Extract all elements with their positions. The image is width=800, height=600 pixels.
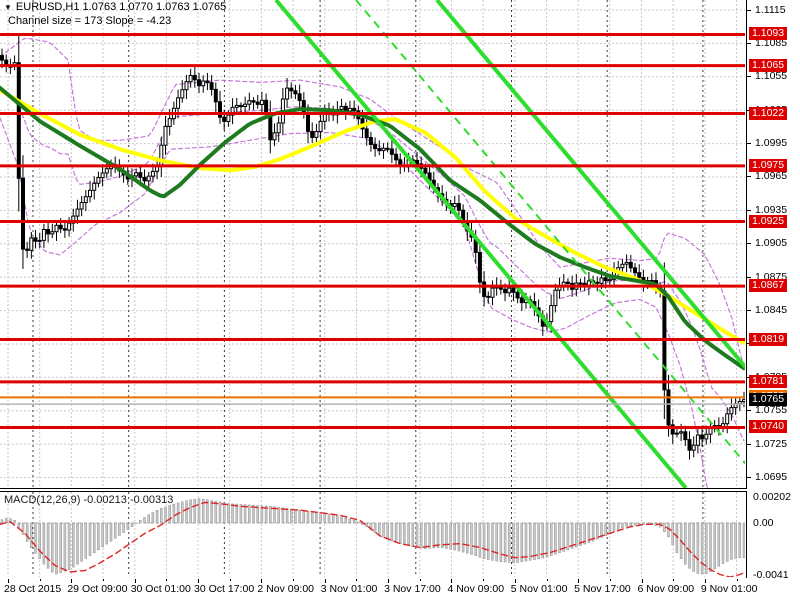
price-axis-tick [747, 76, 751, 78]
level-price-label: 1.1093 [749, 27, 788, 41]
time-axis[interactable]: 28 Oct 2015 29 Oct 09:00 30 Oct 01:00 30 Oc… [0, 579, 800, 600]
time-axis-minor-tick [103, 579, 105, 581]
time-tick-label: 5 Nov 17:00 [574, 583, 631, 595]
price-axis[interactable]: 1.11151.10851.10551.10251.09951.09651.09… [746, 0, 800, 489]
level-price-label: 1.1065 [749, 58, 788, 72]
price-tick-label: 1.0725 [755, 437, 788, 450]
time-axis-minor-tick [356, 579, 358, 581]
time-axis-minor-tick [609, 579, 611, 581]
level-price-label: 1.0740 [749, 420, 788, 434]
time-tick-label: 3 Nov 01:00 [320, 583, 378, 595]
price-tick-label: 1.0695 [755, 471, 788, 484]
price-axis-tick [747, 310, 751, 312]
time-axis-minor-tick [166, 579, 168, 581]
time-tick-label: 9 Nov 01:00 [700, 583, 758, 595]
level-price-label: 1.0867 [749, 279, 788, 293]
level-price-label: 1.0781 [749, 374, 788, 388]
time-axis-minor-tick [39, 579, 41, 581]
price-tick-label: 1.0845 [755, 304, 788, 317]
time-axis-minor-tick [293, 579, 295, 581]
price-axis-tick [747, 410, 751, 412]
price-tick-label: 1.0755 [755, 404, 788, 417]
time-axis-tick [641, 579, 643, 583]
price-axis-tick [747, 276, 751, 278]
chart-title-row: ▼ EURUSD,H1 1.0763 1.0770 1.0763 1.0765 [4, 1, 226, 13]
time-tick-label: 30 Oct 01:00 [130, 583, 191, 595]
price-tick-label: 1.1115 [755, 3, 786, 16]
price-tick-label: 1.0905 [755, 237, 788, 250]
time-tick-label: 30 Oct 17:00 [194, 583, 255, 595]
macd-axis-label: 0.00202 [753, 490, 791, 503]
time-axis-tick [704, 579, 706, 583]
time-tick-label: 5 Nov 01:00 [510, 583, 568, 595]
chart-title: EURUSD,H1 1.0763 1.0770 1.0763 1.0765 [15, 1, 227, 13]
level-price-label: 1.0819 [749, 332, 788, 346]
price-axis-tick [747, 477, 751, 479]
time-axis-tick [324, 579, 326, 583]
time-axis-minor-tick [736, 579, 738, 581]
price-axis-tick [747, 443, 751, 445]
macd-indicator-label: MACD(12,26,9) -0.00213 -0.00313 [4, 494, 174, 506]
price-tick-label: 1.0965 [755, 170, 788, 183]
time-tick-label: 29 Oct 09:00 [67, 583, 128, 595]
price-axis-tick [747, 9, 751, 11]
macd-axis-label: -0.0041 [753, 569, 789, 582]
macd-axis-label: 0.00 [753, 516, 774, 529]
time-tick-label: 4 Nov 09:00 [447, 583, 505, 595]
time-axis-tick [578, 579, 580, 583]
time-axis-minor-tick [546, 579, 548, 581]
price-axis-tick [747, 176, 751, 178]
time-axis-tick [514, 579, 516, 583]
symbol-dropdown-icon: ▼ [4, 3, 12, 12]
channel-info-label: Channel size = 173 Slope = -4.23 [8, 15, 172, 27]
time-axis-tick [451, 579, 453, 583]
price-axis-tick [747, 42, 751, 44]
price-tick-label: 1.0995 [755, 137, 788, 150]
time-axis-minor-tick [419, 579, 421, 581]
level-price-label: 1.1022 [749, 106, 788, 120]
current-price-label: 1.0765 [749, 392, 788, 406]
level-price-label: 1.0975 [749, 158, 788, 172]
price-chart-canvas[interactable] [0, 0, 745, 488]
time-axis-minor-tick [229, 579, 231, 581]
price-axis-tick [747, 209, 751, 211]
time-axis-tick [134, 579, 136, 583]
macd-axis[interactable]: 0.00202 0.00 -0.0041 [746, 490, 800, 582]
level-price-label: 1.0925 [749, 214, 788, 228]
time-axis-tick [261, 579, 263, 583]
time-axis-minor-tick [483, 579, 485, 581]
time-axis-tick [388, 579, 390, 583]
price-tick-label: 1.0935 [755, 203, 788, 216]
macd-pane[interactable]: MACD(12,26,9) -0.00213 -0.00313 [0, 491, 746, 580]
price-pane[interactable]: ▼ EURUSD,H1 1.0763 1.0770 1.0763 1.0765 C… [0, 0, 746, 489]
time-axis-tick [71, 579, 73, 583]
time-axis-tick [8, 579, 9, 583]
price-axis-tick [747, 243, 751, 245]
time-tick-label: 28 Oct 2015 [4, 583, 62, 595]
time-tick-label: 2 Nov 09:00 [257, 583, 315, 595]
macd-chart-canvas[interactable] [0, 492, 745, 577]
price-axis-tick [747, 143, 751, 145]
time-axis-minor-tick [673, 579, 675, 581]
time-axis-tick [198, 579, 200, 583]
time-tick-label: 6 Nov 09:00 [637, 583, 695, 595]
time-tick-label: 3 Nov 17:00 [384, 583, 441, 595]
price-tick-label: 1.1055 [755, 70, 788, 83]
